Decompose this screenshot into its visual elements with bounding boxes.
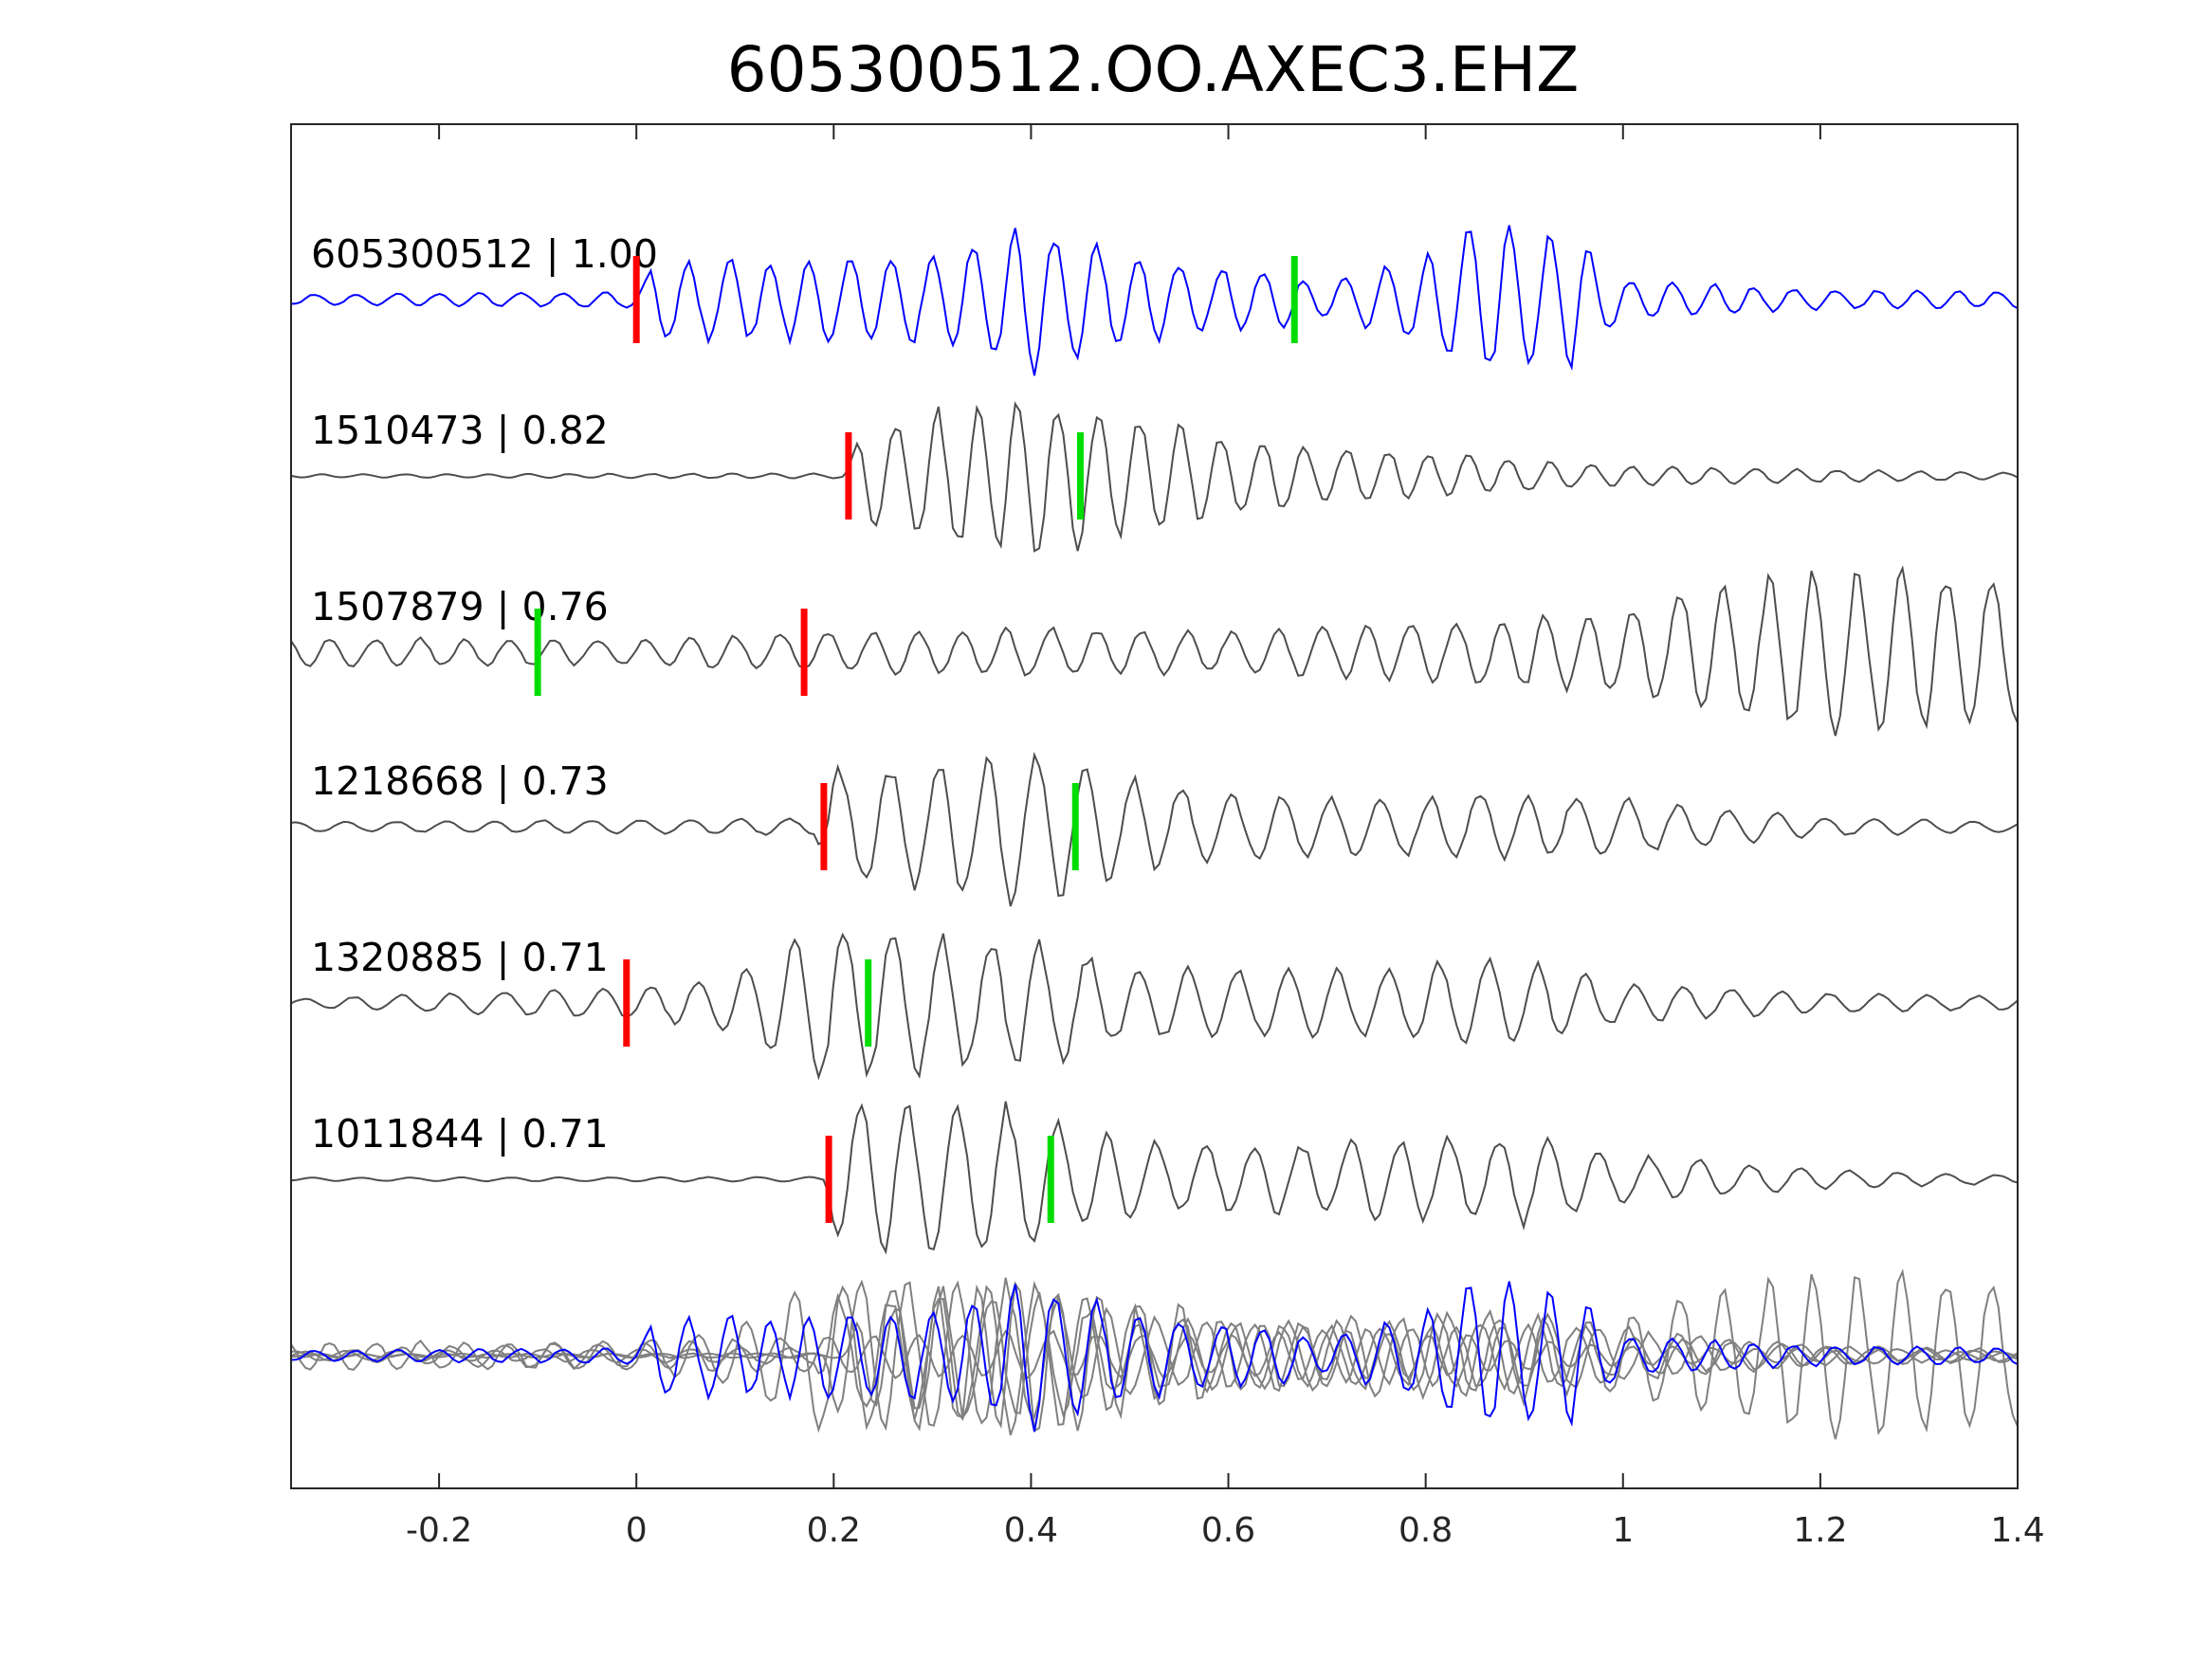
x-axis: -0.2 0 0.2 0.4 0.6 0.8 1 1.2 1.4 xyxy=(406,124,2045,1550)
trace-6 xyxy=(290,1101,2019,1255)
trace-4 xyxy=(290,751,2019,907)
trace-label-5: 1320885 | 0.71 xyxy=(311,935,609,980)
x-tick-label-5: 0.8 xyxy=(1398,1511,1453,1550)
trace-3 xyxy=(290,565,2019,737)
chart-title: 605300512.OO.AXEC3.EHZ xyxy=(727,33,1580,106)
plot-area: 605300512 | 1.00 1510473 | 0.82 1507879 | … xyxy=(290,225,2019,1440)
overlay-trace-5 xyxy=(290,1285,2019,1433)
trace-label-2: 1510473 | 0.82 xyxy=(311,408,609,453)
trace-label-6: 1011844 | 0.71 xyxy=(311,1111,609,1157)
x-tick-label-3: 0.4 xyxy=(1004,1511,1058,1550)
x-tick-label-7: 1.2 xyxy=(1793,1511,1847,1550)
axes-frame xyxy=(290,123,2019,1489)
x-tick-label-1: 0 xyxy=(626,1511,648,1550)
trace-label-3: 1507879 | 0.76 xyxy=(311,584,609,629)
x-tick-label-4: 0.6 xyxy=(1201,1511,1255,1550)
overlay-trace-1 xyxy=(290,1281,2019,1432)
trace-label-4: 1218668 | 0.73 xyxy=(311,758,609,804)
x-tick-label-2: 0.2 xyxy=(807,1511,861,1550)
x-tick-label-6: 1 xyxy=(1612,1511,1634,1550)
trace-2 xyxy=(290,401,2019,553)
trace-label-1: 605300512 | 1.00 xyxy=(311,231,658,277)
x-tick-label-0: -0.2 xyxy=(406,1511,472,1550)
trace-1 xyxy=(290,225,2019,376)
trace-5 xyxy=(290,932,2019,1081)
x-tick-label-8: 1.4 xyxy=(1990,1511,2044,1550)
overlay-trace-3 xyxy=(290,1268,2019,1440)
overlay-trace-2 xyxy=(290,1281,2019,1432)
